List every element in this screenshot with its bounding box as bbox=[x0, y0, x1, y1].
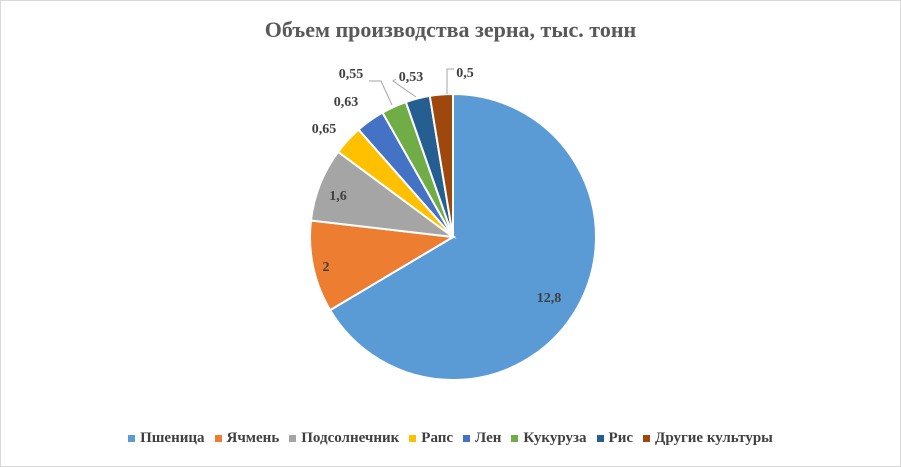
data-label-ячмень: 2 bbox=[323, 260, 330, 275]
data-label-кукуруза: 0,55 bbox=[339, 67, 364, 82]
legend-item-другие-культуры: Другие культуры bbox=[643, 430, 773, 447]
legend-swatch bbox=[596, 435, 604, 442]
pie-slice-ячмень bbox=[309, 219, 457, 312]
legend-item-пшеница: Пшеница bbox=[128, 430, 205, 447]
legend-label: Другие культуры bbox=[655, 430, 773, 446]
legend-item-ячмень: Ячмень bbox=[214, 430, 280, 447]
legend-label: Кукуруза bbox=[523, 430, 587, 446]
pie-slice-пшеница bbox=[328, 92, 597, 381]
legend-swatch bbox=[511, 435, 519, 442]
legend-swatch bbox=[214, 435, 222, 442]
legend-swatch bbox=[409, 435, 417, 442]
data-label-рапс: 0,65 bbox=[312, 122, 337, 137]
legend-swatch bbox=[463, 435, 471, 442]
legend-label: Подсолнечник bbox=[301, 430, 400, 446]
legend-item-рис: Рис bbox=[596, 430, 633, 447]
leader-line-кукуруза bbox=[369, 80, 393, 106]
legend: Пшеница Ячмень Подсолнечник Рапс Лен Кукуруза… bbox=[1, 430, 900, 447]
leader-line-другие-культуры bbox=[446, 68, 454, 94]
legend-item-подсолнечник: Подсолнечник bbox=[289, 430, 399, 447]
leader-line-рис bbox=[392, 78, 417, 98]
legend-swatch bbox=[643, 435, 650, 442]
chart-title: Объем производства зерна, тыс. тонн bbox=[264, 17, 637, 42]
data-label-лен: 0,63 bbox=[334, 95, 359, 110]
legend-swatch bbox=[128, 435, 136, 442]
legend-label: Рис bbox=[608, 430, 633, 446]
legend-label: Ячмень bbox=[226, 430, 280, 446]
legend-label: Лен bbox=[475, 430, 502, 446]
legend-label: Рапс bbox=[421, 430, 454, 446]
legend-item-лен: Лен bbox=[463, 430, 501, 447]
legend-item-рапс: Рапс bbox=[409, 430, 453, 447]
data-label-рис: 0,53 bbox=[399, 70, 424, 85]
data-label-другие-культуры: 0,5 bbox=[456, 66, 474, 81]
data-label-пшеница: 12,8 bbox=[537, 291, 562, 306]
legend-item-кукуруза: Кукуруза bbox=[511, 430, 587, 447]
legend-label: Пшеница bbox=[140, 430, 205, 446]
data-label-подсолнечник: 1,6 bbox=[329, 189, 347, 204]
pie-chart: 12,8 2 1,6 0,65 0,63 0,55 0,53 0,5 bbox=[309, 66, 597, 381]
legend-swatch bbox=[289, 435, 297, 442]
pie-slice-другие-культуры bbox=[428, 92, 454, 238]
